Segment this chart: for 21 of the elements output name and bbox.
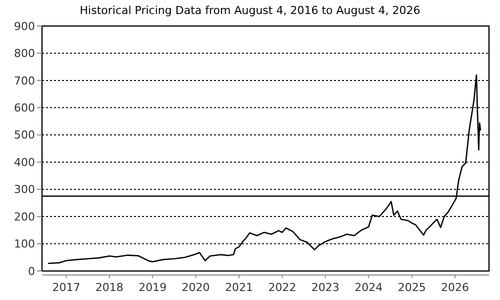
y-tick-label: 0 [28, 264, 35, 278]
y-tick-label: 100 [14, 238, 35, 251]
x-tick-label: 2017 [52, 281, 80, 294]
x-tick-label: 2023 [311, 281, 340, 294]
chart-title: Historical Pricing Data from August 4, 2016 to August 4, 2026 [80, 4, 420, 17]
y-tick-label: 700 [14, 74, 35, 88]
y-tick-label: 800 [14, 47, 35, 60]
y-tick-label: 500 [14, 128, 35, 142]
y-tick-label: 200 [14, 210, 35, 224]
x-tick-label: 2024 [354, 281, 383, 294]
x-tick-label: 2020 [182, 281, 210, 294]
y-tick-label: 900 [14, 20, 35, 33]
x-tick-label: 2019 [138, 281, 167, 294]
x-tick-label: 2022 [268, 281, 296, 294]
y-tick-label: 600 [14, 102, 35, 115]
x-tick-label: 2026 [441, 281, 470, 294]
y-tick-label: 300 [14, 183, 35, 196]
x-tick-label: 2021 [225, 281, 254, 294]
x-tick-label: 2018 [95, 281, 124, 294]
y-tick-label: 400 [14, 156, 35, 169]
x-tick-label: 2025 [398, 281, 426, 294]
